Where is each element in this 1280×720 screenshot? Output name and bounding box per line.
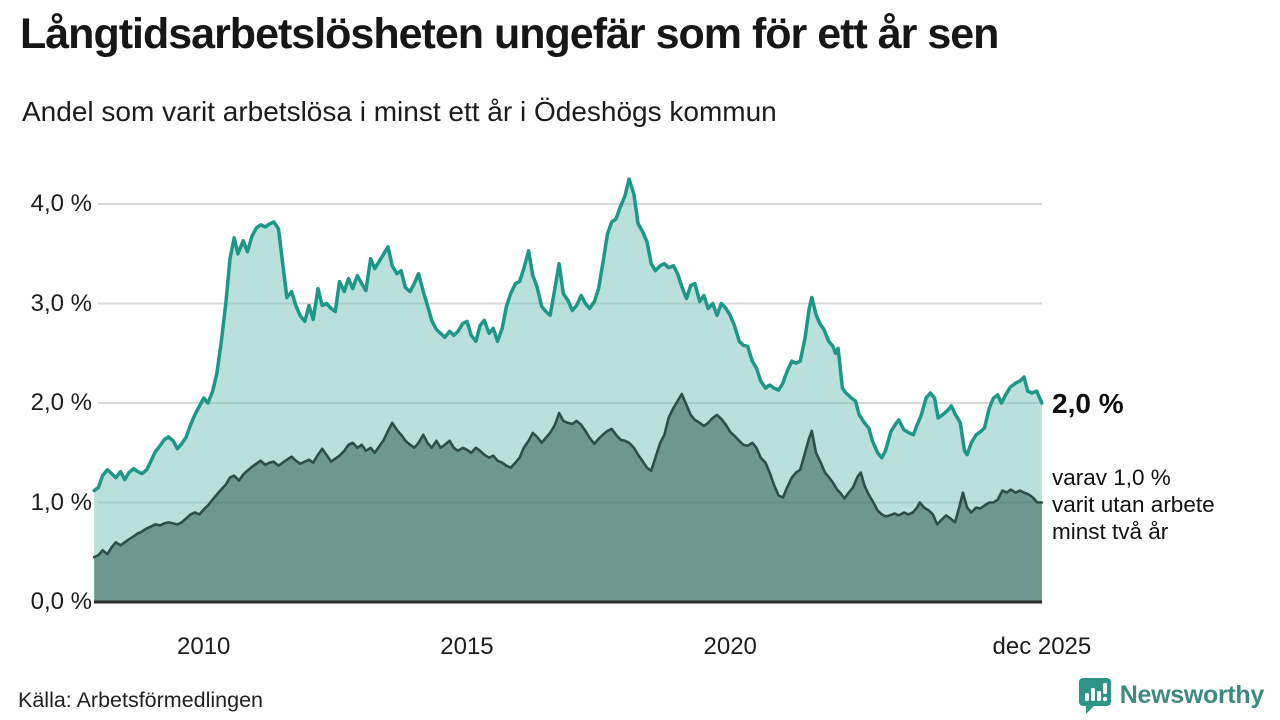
chart-subtitle: Andel som varit arbetslösa i minst ett å…	[22, 96, 777, 127]
y-tick-label: 3,0 %	[30, 289, 92, 317]
x-tick-label: 2010	[177, 633, 231, 660]
y-tick-label: 1,0 %	[30, 488, 92, 516]
x-tick-label: dec 2025	[992, 633, 1092, 660]
y-tick-label: 4,0 %	[30, 190, 92, 217]
end-sub-line: varit utan arbete	[1052, 492, 1215, 517]
y-tick-label: 2,0 %	[30, 389, 92, 416]
series-end-value-label: 2,0 %	[1052, 388, 1124, 419]
x-tick-label: 2015	[440, 633, 494, 660]
y-tick-label: 0,0 %	[30, 588, 92, 615]
end-sub-line: varav 1,0 %	[1052, 465, 1171, 490]
x-tick-label: 2020	[703, 633, 757, 660]
newsworthy-logo-text: Newsworthy	[1119, 680, 1265, 709]
page-title: Långtidsarbetslösheten ungefär som för e…	[20, 10, 999, 58]
source-credit: Källa: Arbetsförmedlingen	[18, 688, 264, 712]
series-end-sub-label: varav 1,0 % varit utan arbete minst två år	[1052, 464, 1215, 545]
newsworthy-logo-icon	[1077, 676, 1113, 714]
end-sub-line: minst två år	[1052, 519, 1169, 544]
newsworthy-logo[interactable]: Newsworthy	[1077, 676, 1264, 714]
